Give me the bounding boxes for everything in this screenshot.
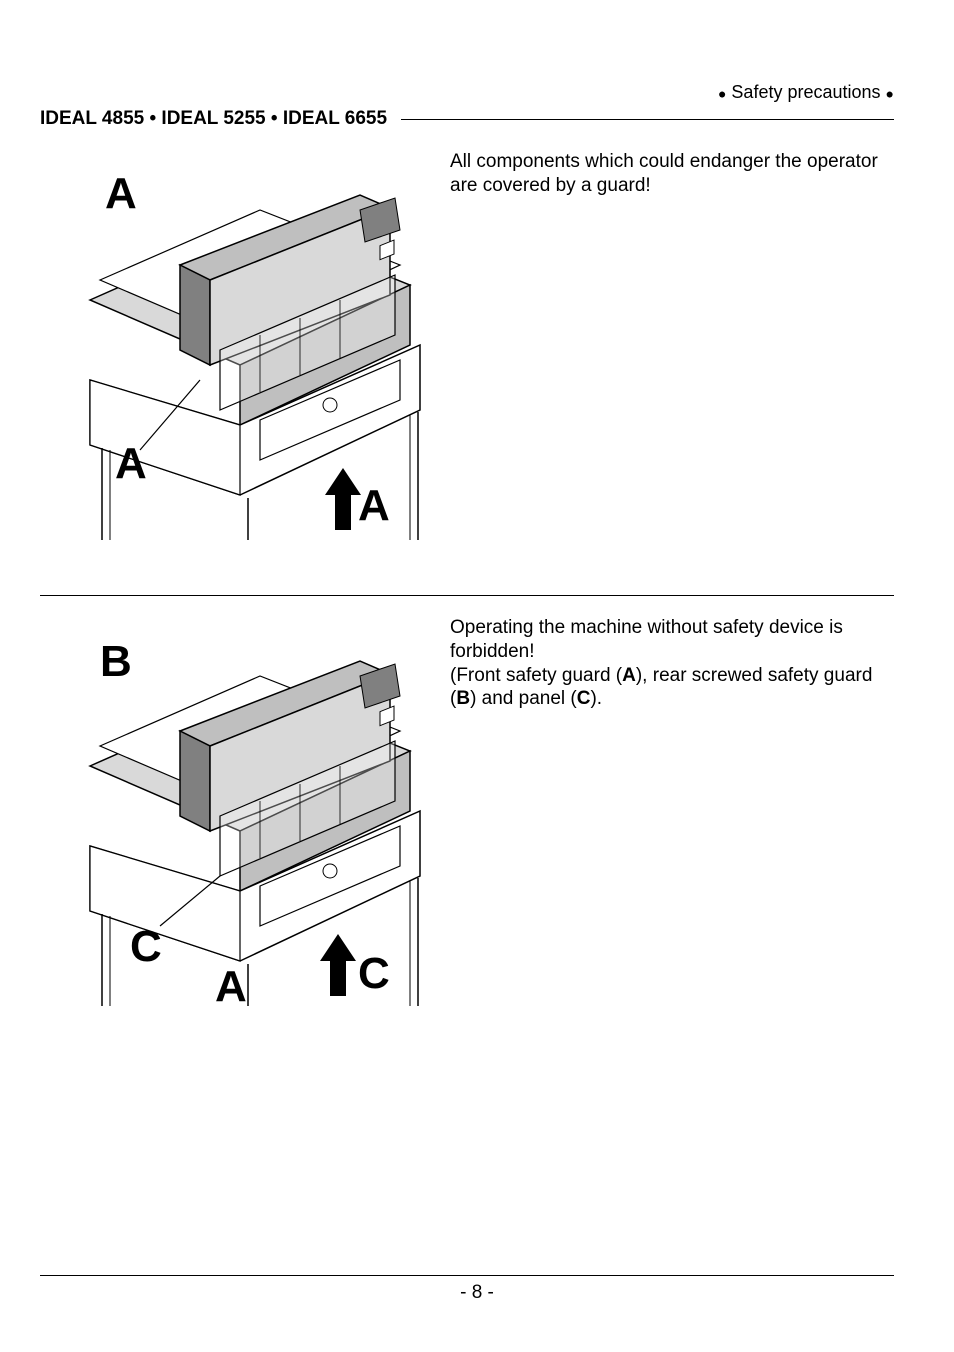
figure-label-b: B — [100, 637, 132, 686]
p2-text: ). — [590, 688, 602, 709]
figure-2: B C A C — [40, 616, 440, 1011]
machine-illustration-2: B C A C — [60, 616, 440, 1006]
machine-illustration-1: A A A — [60, 150, 440, 540]
figure-label-c-br: C — [358, 949, 390, 998]
p2-ref-b: B — [456, 688, 470, 709]
section-header: ● Safety precautions ● — [718, 82, 894, 103]
figure-1: A A A — [40, 150, 440, 545]
figure-label-c-bl: C — [130, 922, 162, 971]
p2-ref-a: A — [622, 665, 636, 686]
section-2-paragraph-2: (Front safety guard (A), rear screwed sa… — [450, 664, 894, 712]
section-1: A A A All components which could endange… — [40, 150, 894, 545]
p2-text: ) and panel ( — [470, 688, 577, 709]
section-divider — [40, 595, 894, 596]
bullet-icon: ● — [718, 85, 726, 101]
figure-label-a-bc: A — [215, 962, 247, 1006]
p2-text: (Front safety guard ( — [450, 665, 622, 686]
title-row: IDEAL 4855 • IDEAL 5255 • IDEAL 6655 — [40, 108, 894, 130]
page-title: IDEAL 4855 • IDEAL 5255 • IDEAL 6655 — [40, 108, 387, 130]
title-divider — [401, 119, 894, 120]
section-2-text: Operating the machine without safety dev… — [440, 616, 894, 1011]
section-2: B C A C Operating the machine without sa… — [40, 616, 894, 1011]
page-number: - 8 - — [0, 1282, 954, 1304]
footer-divider — [40, 1275, 894, 1276]
p2-ref-c: C — [577, 688, 591, 709]
figure-label-a-br: A — [358, 481, 390, 530]
section-1-paragraph: All components which could endanger the … — [450, 150, 894, 198]
figure-label-a-bl: A — [115, 439, 147, 488]
manual-page: ● Safety precautions ● IDEAL 4855 • IDEA… — [0, 0, 954, 1352]
section-2-paragraph-1: Operating the machine without safety dev… — [450, 616, 894, 664]
section-header-label: Safety precautions — [731, 82, 880, 102]
figure-label-a-top: A — [105, 169, 137, 218]
bullet-icon: ● — [886, 85, 894, 101]
section-1-text: All components which could endanger the … — [440, 150, 894, 545]
